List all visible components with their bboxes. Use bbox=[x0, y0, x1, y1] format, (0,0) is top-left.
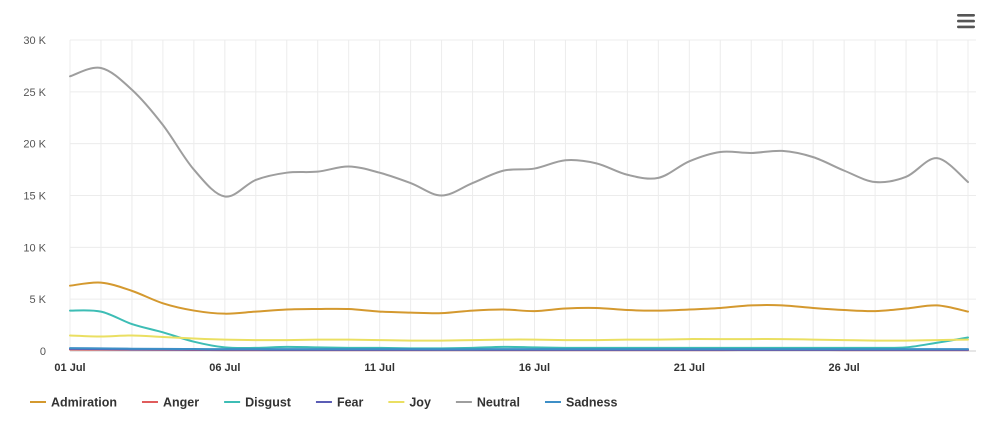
y-tick-label: 15 K bbox=[23, 191, 46, 203]
legend-label: Anger bbox=[163, 396, 199, 410]
legend-label: Fear bbox=[337, 396, 364, 410]
legend-item-admiration[interactable]: Admiration bbox=[30, 396, 117, 410]
legend-label: Neutral bbox=[477, 396, 520, 410]
legend-label: Disgust bbox=[245, 396, 292, 410]
x-tick-label: 21 Jul bbox=[674, 362, 705, 374]
legend-item-neutral[interactable]: Neutral bbox=[455, 396, 520, 410]
y-tick-label: 25 K bbox=[23, 87, 46, 99]
series-layer bbox=[69, 66, 969, 352]
x-tick-label: 06 Jul bbox=[209, 362, 240, 374]
x-tick-label: 01 Jul bbox=[54, 362, 85, 374]
legend-item-joy[interactable]: Joy bbox=[388, 396, 431, 410]
legend-item-sadness[interactable]: Sadness bbox=[544, 396, 617, 410]
y-axis: 0 5 K 10 K 15 K 20 K 25 K 30 K bbox=[23, 35, 46, 358]
legend: Admiration Anger Disgust Fear Joy Neutral Sadn… bbox=[30, 396, 617, 410]
y-tick-label: 0 bbox=[40, 346, 46, 358]
y-tick-label: 20 K bbox=[23, 139, 46, 151]
series-line-joy[interactable] bbox=[69, 334, 969, 342]
legend-item-fear[interactable]: Fear bbox=[315, 396, 364, 410]
legend-label: Sadness bbox=[566, 396, 617, 410]
legend-label: Joy bbox=[409, 396, 431, 410]
legend-item-disgust[interactable]: Disgust bbox=[224, 396, 292, 410]
x-tick-label: 16 Jul bbox=[519, 362, 550, 374]
y-tick-label: 5 K bbox=[29, 294, 46, 306]
x-tick-label: 26 Jul bbox=[829, 362, 860, 374]
x-axis: 01 Jul 06 Jul 11 Jul 16 Jul 21 Jul 26 Jul bbox=[54, 350, 976, 374]
x-tick-label: 11 Jul bbox=[364, 362, 395, 374]
legend-label: Admiration bbox=[51, 396, 117, 410]
series-line-disgust[interactable] bbox=[69, 309, 969, 350]
legend-item-anger[interactable]: Anger bbox=[141, 396, 199, 410]
grid-layer bbox=[69, 39, 976, 352]
y-tick-label: 10 K bbox=[23, 242, 46, 254]
series-line-sadness[interactable] bbox=[69, 347, 969, 351]
series-line-admiration[interactable] bbox=[69, 281, 969, 315]
y-tick-label: 30 K bbox=[23, 35, 46, 47]
hamburger-menu-icon[interactable] bbox=[956, 12, 976, 30]
series-line-neutral[interactable] bbox=[69, 66, 969, 198]
